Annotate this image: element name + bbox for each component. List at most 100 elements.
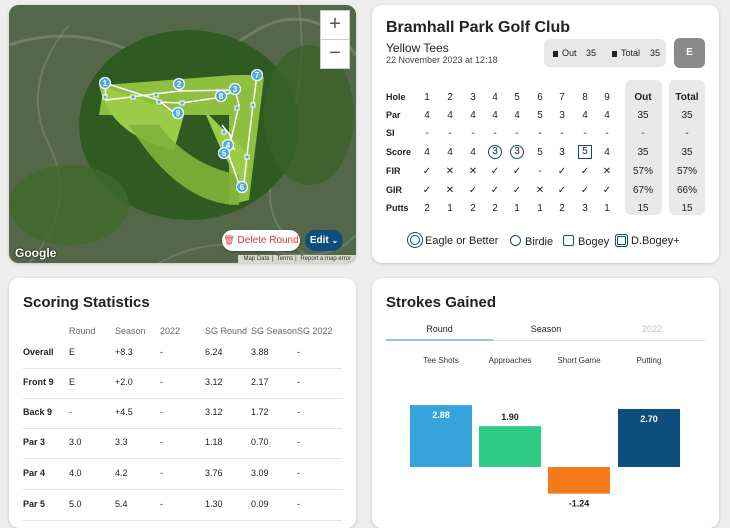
terms-link[interactable]: Terms: [276, 256, 294, 262]
edit-label: Edit: [309, 235, 329, 246]
stats-header: Season: [115, 326, 146, 336]
round-date: 22 November 2023 at 12:18: [386, 55, 498, 65]
stats-row-divider: [23, 520, 342, 521]
stats-cell: 5.4: [115, 499, 128, 509]
sg-bar-short-game: [548, 467, 610, 494]
total-square-icon: [612, 50, 617, 57]
stats-cell: +8.3: [115, 347, 133, 357]
cell-out-fir: 57%: [632, 166, 653, 177]
cell-fir: ✓: [422, 166, 432, 177]
zoom-out-button[interactable]: −: [320, 39, 350, 69]
google-logo: Google: [15, 246, 57, 260]
sg-value-label: 1.90: [501, 412, 519, 422]
cell-fir: ✓: [580, 166, 590, 177]
svg-text:6: 6: [240, 183, 245, 192]
sg-category-label: Tee Shots: [423, 356, 459, 365]
strokes-gained-chart: 2.88 1.90 -1.24 2.70: [410, 405, 680, 509]
row-label-gir: GIR: [386, 185, 403, 195]
stats-cell: -: [297, 347, 300, 357]
sg-bar-tee-shots: [410, 405, 472, 467]
stats-cell: -: [297, 437, 300, 447]
cell-out-putts: 15: [637, 203, 649, 214]
stats-cell: 0.70: [251, 437, 269, 447]
stats-cell: -: [297, 468, 300, 478]
cell-score: 4: [424, 147, 430, 158]
hole-marker-3[interactable]: 3: [228, 82, 242, 96]
stats-cell: 4.0: [69, 468, 82, 478]
cell-si: -: [448, 128, 452, 139]
cell-par: 3: [559, 110, 565, 121]
cell-out-gir: 67%: [632, 185, 653, 196]
row-label-si: SI: [386, 128, 395, 138]
cell-fir: ✕: [602, 166, 612, 177]
stats-cell: 3.0: [69, 437, 82, 447]
out-label: Out: [562, 48, 577, 58]
chevron-down-icon: ⌄: [331, 236, 339, 245]
stats-cell: -: [160, 377, 163, 387]
stats-row-label: Par 5: [23, 499, 46, 509]
stats-cell: 3.12: [205, 377, 223, 387]
hole-marker-8[interactable]: 8: [214, 89, 228, 103]
club-name: Bramhall Park Golf Club: [386, 19, 571, 36]
cell-score: 4: [447, 147, 453, 158]
sg-bar-putting: [618, 408, 680, 467]
svg-text:8: 8: [219, 92, 224, 101]
cell-total-gir: 66%: [676, 185, 697, 196]
stats-cell: 3.12: [205, 407, 223, 417]
tab-round[interactable]: Round: [426, 324, 453, 334]
hole-number: 3: [470, 92, 476, 103]
cell-score: 4: [470, 147, 476, 158]
cell-gir: ✓: [557, 185, 567, 196]
stats-header: 2022: [160, 326, 181, 336]
stats-row-label: Par 4: [23, 468, 46, 478]
hole-number: 7: [559, 92, 565, 103]
hole-number: 2: [447, 92, 453, 103]
sg-category-label: Short Game: [557, 356, 601, 365]
cell-putts: 1: [537, 203, 543, 214]
hole-marker-1[interactable]: 1: [98, 76, 112, 90]
cell-putts: 2: [492, 203, 498, 214]
cell-score: 5: [577, 145, 593, 159]
stats-header: SG 2022: [297, 326, 333, 336]
hole-marker-9[interactable]: 9: [171, 106, 185, 120]
double-circle-icon: [410, 235, 420, 245]
stats-cell: 2.17: [251, 377, 269, 387]
cell-score: 3: [559, 147, 565, 158]
satellite-map[interactable]: 1 2 3 4 5 6 7 8 9: [9, 5, 356, 263]
stats-row-divider: [23, 428, 342, 429]
stats-cell: E: [69, 347, 76, 357]
hole-marker-7[interactable]: 7: [250, 68, 264, 82]
hole-marker-6[interactable]: 6: [235, 180, 249, 194]
delete-round-button[interactable]: 🗑 Delete Round: [222, 230, 300, 251]
hole-marker-5[interactable]: 5: [217, 146, 231, 160]
cell-par: 5: [537, 110, 543, 121]
legend-birdie: Birdie: [510, 235, 553, 248]
map-data-link[interactable]: Map Data: [243, 256, 270, 262]
score-to-par-badge[interactable]: E: [674, 38, 705, 68]
stats-cell: 5.0: [69, 499, 82, 509]
stats-cell: 0.09: [251, 499, 269, 509]
svg-text:3: 3: [233, 85, 238, 94]
stats-cell: 6.24: [205, 347, 223, 357]
stats-cell: +2.0: [115, 377, 133, 387]
stats-row-divider: [23, 458, 342, 459]
cell-par: 4: [492, 110, 498, 121]
report-error-link[interactable]: Report a map error: [300, 256, 351, 262]
cell-fir: ✕: [468, 166, 478, 177]
row-label-putts: Putts: [386, 203, 409, 213]
course-map[interactable]: 1 2 3 4 5 6 7 8 9 + − 🗑 Delete Round Edi…: [9, 5, 356, 263]
cell-out-score: 35: [637, 147, 649, 158]
cell-total-score: 35: [681, 147, 693, 158]
tab-2022[interactable]: 2022: [641, 324, 663, 334]
hole-number: 1: [424, 92, 430, 103]
stats-cell: 3.09: [251, 468, 269, 478]
edit-button[interactable]: Edit ⌄: [305, 230, 343, 251]
cell-par: 4: [604, 110, 610, 121]
tab-season[interactable]: Season: [530, 324, 562, 334]
cell-putts: 2: [424, 203, 430, 214]
zoom-in-button[interactable]: +: [320, 10, 350, 40]
stats-cell: -: [297, 407, 300, 417]
stats-row-divider: [23, 489, 342, 490]
cell-gir: ✓: [468, 185, 478, 196]
hole-marker-2[interactable]: 2: [172, 77, 186, 91]
